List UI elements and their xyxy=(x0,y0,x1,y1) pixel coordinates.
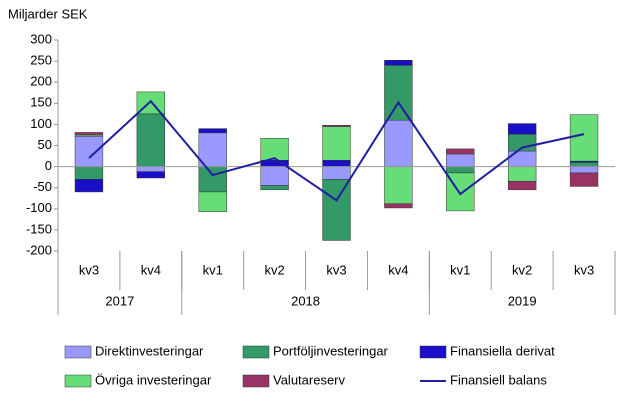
y-tick-label: 300 xyxy=(30,31,52,46)
balance-line xyxy=(88,99,585,202)
legend-label: Övriga investeringar xyxy=(95,372,212,387)
bar-segment xyxy=(74,179,104,193)
bar-segment xyxy=(384,119,413,167)
bar-segment xyxy=(198,191,227,213)
bar-segment xyxy=(260,166,289,186)
legend-label: Finansiella derivat xyxy=(450,343,555,358)
bar-segment xyxy=(507,123,537,135)
y-tick-label: -150 xyxy=(26,221,52,236)
y-tick-label: 100 xyxy=(30,116,52,131)
bar-segment xyxy=(507,181,537,191)
bar-segment xyxy=(198,166,227,193)
bar-segment xyxy=(74,166,104,180)
y-tick-label: -100 xyxy=(26,200,52,215)
bar-segment xyxy=(384,203,413,209)
bar-segment xyxy=(569,166,599,174)
legend-key xyxy=(242,345,270,359)
bar-segment xyxy=(136,166,166,172)
bar-segment xyxy=(569,114,599,162)
bar-segment xyxy=(507,150,537,167)
bar-segment xyxy=(136,171,166,179)
bar-segment xyxy=(322,179,351,241)
bar-segment xyxy=(446,172,475,212)
x-tick-label: kv1 xyxy=(450,262,470,277)
bar-segment xyxy=(136,113,166,167)
bar-segment xyxy=(507,166,537,182)
year-label: 2018 xyxy=(291,293,320,308)
y-tick-label: 0 xyxy=(45,158,52,173)
bar-segment xyxy=(322,160,351,167)
legend-label: Finansiell balans xyxy=(450,372,547,387)
bar-segment xyxy=(569,172,599,187)
bar-segment xyxy=(74,132,104,136)
x-tick-label: kv4 xyxy=(388,262,408,277)
year-label: 2019 xyxy=(508,293,537,308)
x-tick-label: kv1 xyxy=(203,262,223,277)
bar-segment xyxy=(384,65,413,121)
y-tick-label: 50 xyxy=(38,137,52,152)
legend-key xyxy=(64,374,92,388)
legend-label: Portföljinvesteringar xyxy=(273,343,389,358)
x-tick-label: kv3 xyxy=(326,262,346,277)
bar-segment xyxy=(384,60,413,66)
bar-segment xyxy=(74,135,104,167)
bar-segment xyxy=(322,126,351,161)
year-label: 2017 xyxy=(105,293,134,308)
x-tick-label: kv3 xyxy=(79,262,99,277)
legend-key xyxy=(419,345,447,359)
y-tick-label: 250 xyxy=(30,53,52,68)
y-tick-label: -50 xyxy=(33,179,52,194)
bar-segment xyxy=(322,166,351,180)
legend-key xyxy=(64,345,92,359)
bar-segment xyxy=(198,128,227,134)
bar-segment xyxy=(198,132,227,167)
legend-label: Valutareserv xyxy=(273,372,346,387)
bar-segment xyxy=(446,166,475,174)
bar-segment xyxy=(260,138,289,161)
legend-label: Direktinvesteringar xyxy=(95,343,204,358)
x-tick-label: kv2 xyxy=(264,262,284,277)
x-tick-label: kv2 xyxy=(512,262,532,277)
bar-segment xyxy=(446,148,475,155)
y-tick-label: 200 xyxy=(30,74,52,89)
bar-segment xyxy=(322,124,351,127)
x-tick-label: kv3 xyxy=(574,262,594,277)
legend-key xyxy=(242,374,270,388)
bar-segment xyxy=(569,162,599,167)
x-tick-label: kv4 xyxy=(141,262,161,277)
bar-segment xyxy=(446,153,475,167)
y-tick-label: -200 xyxy=(26,242,52,257)
bar-segment xyxy=(384,166,413,204)
y-tick-label: 150 xyxy=(30,95,52,110)
bar-segment xyxy=(260,185,289,191)
y-axis-label: Miljarder SEK xyxy=(8,6,88,21)
